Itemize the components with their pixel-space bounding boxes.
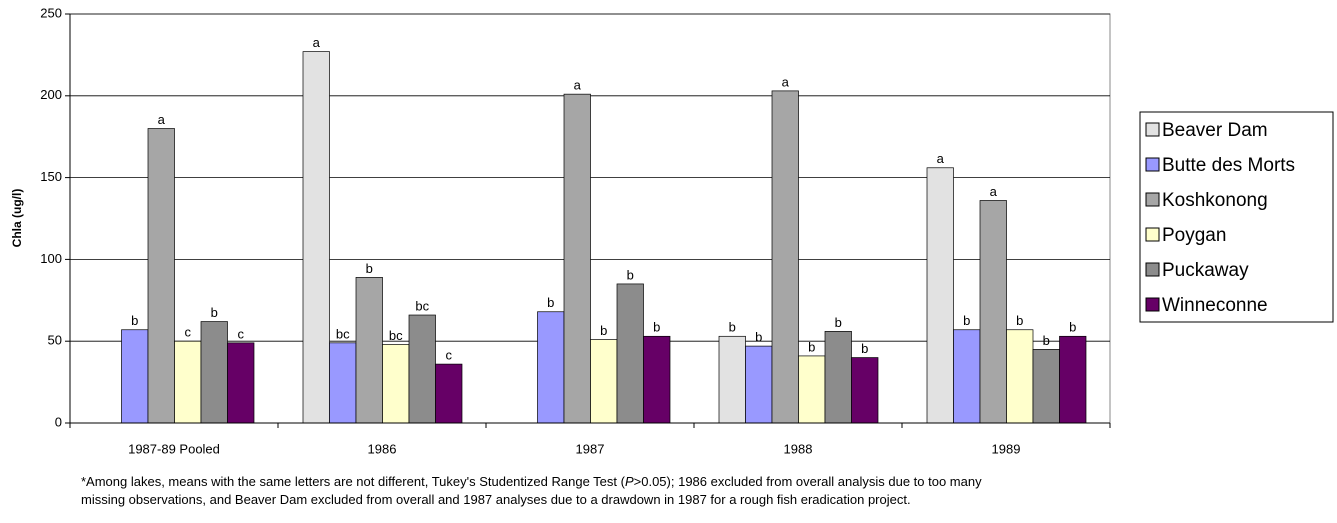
legend-swatch xyxy=(1145,297,1160,312)
bar xyxy=(979,200,1007,424)
x-tick-label: 1986 xyxy=(368,441,397,456)
y-tick-label: 250 xyxy=(40,5,62,20)
x-tick-label: 1987-89 Pooled xyxy=(128,441,220,456)
significance-letter: b xyxy=(1043,333,1050,348)
significance-letter: b xyxy=(729,320,736,335)
legend-swatch xyxy=(1145,122,1160,137)
bar xyxy=(147,128,175,424)
legend-label: Winneconne xyxy=(1162,295,1268,316)
significance-letter: a xyxy=(937,151,945,166)
bar xyxy=(718,335,746,424)
significance-letter: b xyxy=(600,323,607,338)
y-tick-label: 150 xyxy=(40,169,62,184)
significance-letter: a xyxy=(313,35,321,50)
legend-box xyxy=(1139,111,1334,323)
bar xyxy=(953,329,981,424)
significance-letter: b xyxy=(131,313,138,328)
significance-letter: b xyxy=(211,305,218,320)
legend-label: Butte des Morts xyxy=(1162,155,1295,176)
bar xyxy=(616,283,644,424)
bar xyxy=(227,342,255,424)
significance-letter: b xyxy=(808,339,815,354)
bar xyxy=(121,329,149,424)
significance-letter: b xyxy=(835,315,842,330)
significance-letter: a xyxy=(158,112,166,127)
significance-letter: b xyxy=(366,261,373,276)
y-tick-label: 100 xyxy=(40,251,62,266)
footnote-line: *Among lakes, means with the same letter… xyxy=(81,473,982,491)
legend-label: Puckaway xyxy=(1162,260,1249,281)
significance-letter: a xyxy=(574,78,582,93)
significance-letter: b xyxy=(547,295,554,310)
bar xyxy=(382,344,410,424)
bar xyxy=(590,339,618,424)
y-tick-label: 0 xyxy=(55,414,62,429)
significance-letter: c xyxy=(185,325,192,340)
y-tick-label: 50 xyxy=(48,333,62,348)
footnote: *Among lakes, means with the same letter… xyxy=(81,473,982,509)
bar xyxy=(771,90,799,424)
footnote-line: missing observations, and Beaver Dam exc… xyxy=(81,492,911,507)
bar xyxy=(643,335,671,424)
bar xyxy=(537,311,565,424)
significance-letter: b xyxy=(627,267,634,282)
bar xyxy=(302,51,330,424)
significance-letter: b xyxy=(963,313,970,328)
significance-letter: b xyxy=(861,341,868,356)
bar xyxy=(174,340,202,424)
significance-letter: b xyxy=(755,330,762,345)
chart: Chla (ug/l) 0 50 100 150 200 250 1987-89 Poole… xyxy=(10,5,1334,456)
significance-letter: b xyxy=(1016,313,1023,328)
bar xyxy=(408,314,436,424)
legend-label: Poygan xyxy=(1162,225,1226,246)
bar xyxy=(926,167,954,424)
significance-letter: a xyxy=(990,184,998,199)
significance-letter: bc xyxy=(336,326,350,341)
x-tick-label: 1987 xyxy=(576,441,605,456)
significance-letter: b xyxy=(653,320,660,335)
legend-swatch xyxy=(1145,192,1160,207)
bar xyxy=(355,277,383,424)
bar xyxy=(200,321,228,424)
significance-letter: a xyxy=(782,74,790,89)
bar xyxy=(563,93,591,424)
significance-letter: c xyxy=(446,348,453,363)
legend-swatch xyxy=(1145,227,1160,242)
significance-letter: bc xyxy=(415,298,429,313)
legend-swatch xyxy=(1145,157,1160,172)
y-axis-label: Chla (ug/l) xyxy=(10,189,24,248)
bar xyxy=(824,331,852,424)
footnote-text: *Among lakes, means with the same letter… xyxy=(81,474,625,489)
bar xyxy=(798,355,826,424)
bar xyxy=(435,363,463,424)
significance-letter: c xyxy=(238,326,245,341)
footnote-text: >0.05); 1986 excluded from overall analy… xyxy=(633,474,982,489)
bar xyxy=(329,342,357,424)
bar xyxy=(1059,335,1087,424)
legend-label: Beaver Dam xyxy=(1162,120,1268,141)
legend-label: Koshkonong xyxy=(1162,190,1268,211)
y-tick-label: 200 xyxy=(40,87,62,102)
bar xyxy=(745,345,773,424)
footnote-italic: P xyxy=(624,474,634,489)
bar xyxy=(1032,349,1060,424)
significance-letter: bc xyxy=(389,328,403,343)
bar xyxy=(851,357,879,424)
bar xyxy=(1006,329,1034,424)
x-tick-label: 1988 xyxy=(784,441,813,456)
x-tick-label: 1989 xyxy=(992,441,1021,456)
significance-letter: b xyxy=(1069,320,1076,335)
legend-swatch xyxy=(1145,262,1160,277)
